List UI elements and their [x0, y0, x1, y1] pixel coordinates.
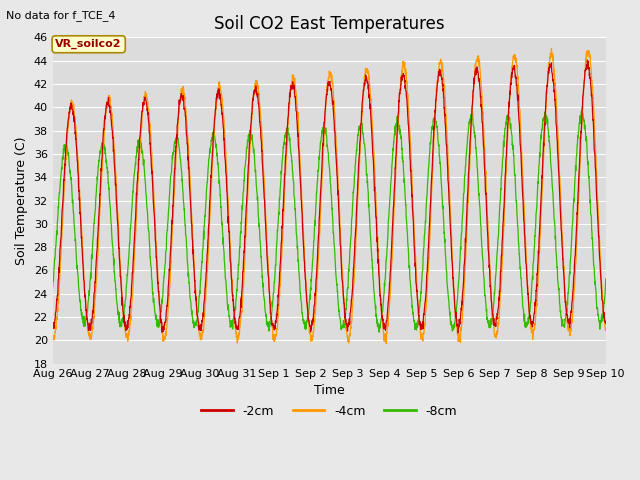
Text: No data for f_TCE_4: No data for f_TCE_4 [6, 10, 116, 21]
X-axis label: Time: Time [314, 384, 344, 397]
Y-axis label: Soil Temperature (C): Soil Temperature (C) [15, 136, 28, 265]
Legend: -2cm, -4cm, -8cm: -2cm, -4cm, -8cm [196, 400, 462, 423]
Title: Soil CO2 East Temperatures: Soil CO2 East Temperatures [214, 15, 445, 33]
Text: VR_soilco2: VR_soilco2 [56, 39, 122, 49]
